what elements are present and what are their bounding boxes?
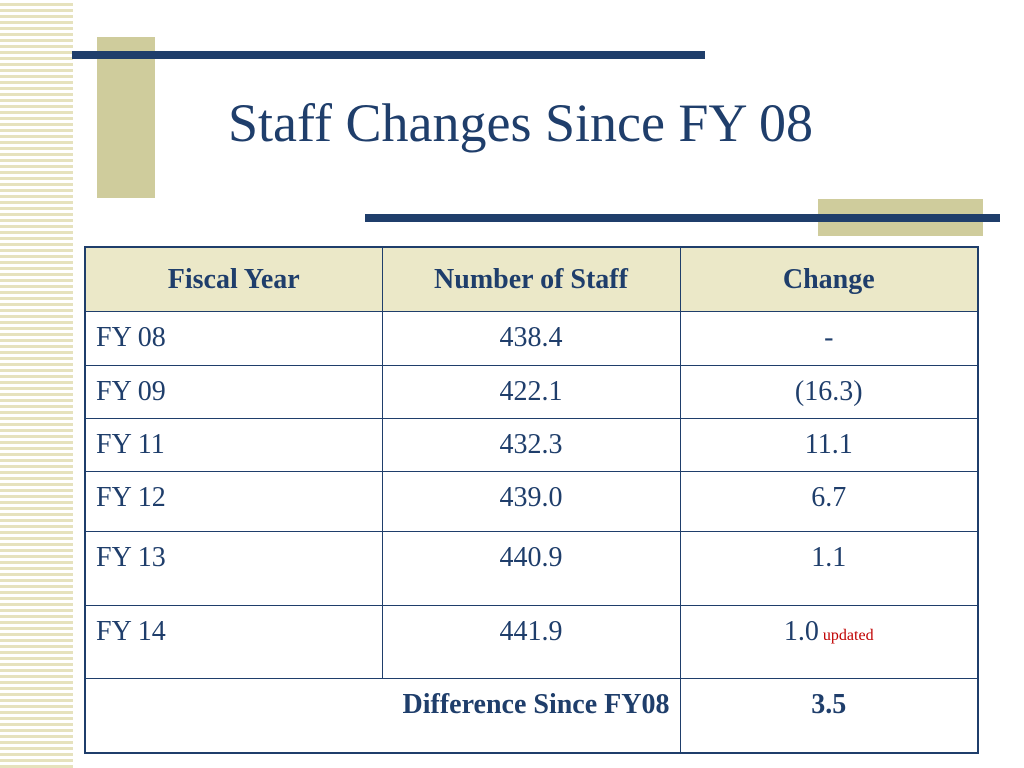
fiscal-year-cell: FY 11 [84, 418, 383, 472]
staff-count-cell: 440.9 [381, 531, 681, 606]
header-change: Change [679, 246, 979, 312]
change-cell: 11.1 [679, 418, 979, 472]
staff-count-cell: 438.4 [381, 311, 681, 366]
total-label-cell: Difference Since FY08 [84, 678, 681, 754]
fiscal-year-cell: FY 14 [84, 605, 383, 679]
staff-count-cell: 422.1 [381, 365, 681, 419]
change-cell: 1.0 updated [679, 605, 979, 679]
left-stripe-decoration [0, 0, 73, 768]
staff-count-cell: 432.3 [381, 418, 681, 472]
total-row: Difference Since FY08 3.5 [84, 678, 979, 754]
total-value-cell: 3.5 [679, 678, 979, 754]
fiscal-year-cell: FY 12 [84, 471, 383, 532]
fiscal-year-cell: FY 08 [84, 311, 383, 366]
staff-count-cell: 441.9 [381, 605, 681, 679]
top-accent-block [97, 37, 155, 198]
change-cell: - [679, 311, 979, 366]
fiscal-year-cell: FY 09 [84, 365, 383, 419]
change-cell: 1.1 [679, 531, 979, 606]
change-cell: 6.7 [679, 471, 979, 532]
table-row: FY 11 432.3 11.1 [84, 418, 979, 472]
fiscal-year-cell: FY 13 [84, 531, 383, 606]
slide-title: Staff Changes Since FY 08 [228, 93, 813, 153]
table-row: FY 13 440.9 1.1 [84, 531, 979, 606]
header-fiscal-year: Fiscal Year [84, 246, 383, 312]
table-row: FY 09 422.1 (16.3) [84, 365, 979, 419]
table-row: FY 12 439.0 6.7 [84, 471, 979, 532]
table-row: FY 08 438.4 - [84, 311, 979, 366]
top-accent-line [72, 51, 705, 59]
staff-count-cell: 439.0 [381, 471, 681, 532]
staff-changes-table: Fiscal Year Number of Staff Change FY 08… [84, 246, 979, 754]
updated-note: updated [822, 627, 874, 644]
table-row: FY 14 441.9 1.0 updated [84, 605, 979, 679]
change-cell: (16.3) [679, 365, 979, 419]
header-number-of-staff: Number of Staff [381, 246, 681, 312]
change-value: 1.0 [783, 616, 819, 647]
right-accent-line [365, 214, 1000, 222]
table-header-row: Fiscal Year Number of Staff Change [84, 246, 979, 312]
